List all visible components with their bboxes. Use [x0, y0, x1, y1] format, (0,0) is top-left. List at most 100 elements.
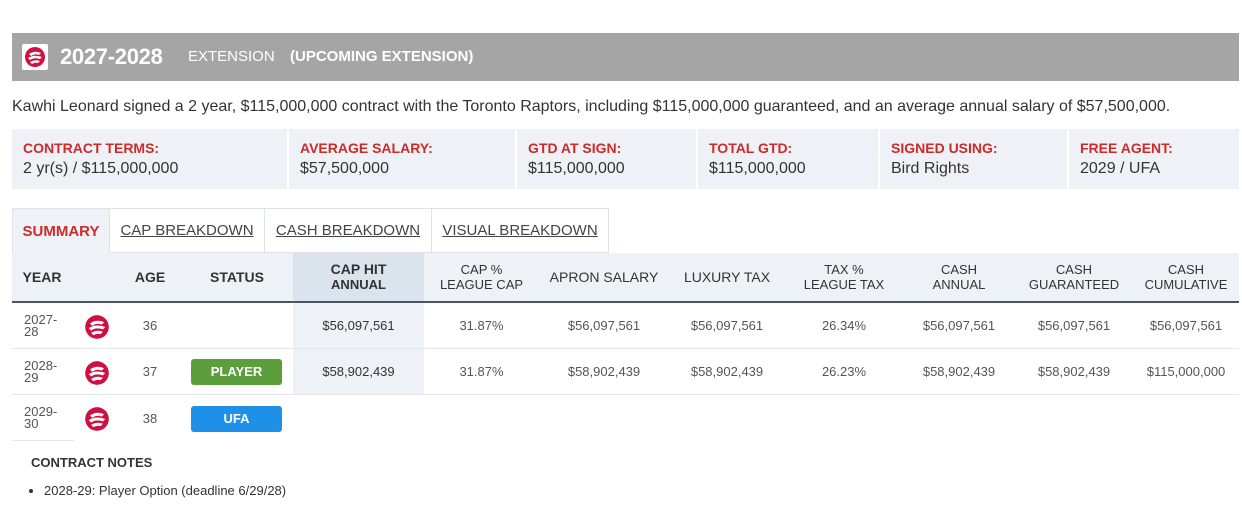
col-cap-hit-label: CAP HIT	[330, 261, 387, 277]
col-status-label: STATUS	[210, 268, 264, 285]
year-start: 2028-	[24, 357, 58, 373]
row-year: 2029- 30	[24, 395, 74, 440]
col-status: STATUS	[187, 253, 287, 301]
contract-note: (UPCOMING EXTENSION)	[290, 48, 474, 65]
term-signed-using: SIGNED USING: Bird Rights	[880, 129, 1069, 189]
year-end: 30	[24, 415, 39, 431]
year-end: 29	[24, 369, 39, 385]
row-cap-pct: 31.87%	[459, 318, 504, 333]
contract-header: 2027-2028 EXTENSION (UPCOMING EXTENSION)	[12, 33, 1239, 81]
breakdown-tabs: SUMMARY CAP BREAKDOWN CASH BREAKDOWN VIS…	[12, 208, 609, 253]
row-year: 2027- 28	[24, 303, 74, 348]
contract-note-item: 2028-29: Player Option (deadline 6/29/28…	[44, 483, 286, 498]
status-badge-ufa: UFA	[191, 405, 282, 432]
year-start: 2029-	[24, 403, 58, 419]
col-cap-pct-sub: LEAGUE CAP	[439, 277, 524, 292]
contract-notes-list: 2028-29: Player Option (deadline 6/29/28…	[30, 483, 286, 498]
row-luxury: $58,902,439	[690, 364, 764, 379]
term-value: $57,500,000	[300, 160, 389, 177]
term-average-salary: AVERAGE SALARY: $57,500,000	[289, 129, 517, 189]
col-tax-pct-label: TAX %	[824, 262, 864, 277]
year-end: 28	[24, 323, 39, 339]
col-age: AGE	[122, 253, 178, 301]
row-cash-cum: $115,000,000	[1146, 364, 1226, 379]
row-age: 37	[142, 364, 158, 379]
row-year: 2028- 29	[24, 349, 74, 394]
col-tax-pct-sub: LEAGUE TAX	[803, 277, 885, 292]
raptors-logo-icon	[85, 407, 109, 431]
term-label: GTD AT SIGN:	[528, 140, 622, 156]
term-label: FREE AGENT:	[1080, 140, 1173, 156]
term-value: 2029 / UFA	[1080, 160, 1161, 177]
row-tax-pct: 26.23%	[821, 364, 867, 379]
col-cash: CASH ANNUAL	[903, 253, 1015, 301]
contract-years: 2027-2028	[60, 44, 163, 69]
col-cash-label: CASH	[940, 262, 978, 277]
col-cap-pct: CAP % LEAGUE CAP	[424, 253, 539, 301]
col-apron-label: APRON SALARY	[549, 268, 659, 285]
contract-notes-title: CONTRACT NOTES	[31, 455, 153, 470]
row-age: 36	[142, 318, 158, 333]
contract-type: EXTENSION	[188, 48, 275, 65]
col-cash-gtd-sub: GUARANTEED	[1028, 277, 1120, 292]
col-apron: APRON SALARY	[539, 253, 669, 301]
term-value: 2 yr(s) / $115,000,000	[23, 160, 179, 177]
col-cap-hit-sub: ANNUAL	[331, 277, 386, 292]
term-total-gtd: TOTAL GTD: $115,000,000	[698, 129, 880, 189]
row-cap-pct: 31.87%	[459, 364, 504, 379]
col-year: YEAR	[12, 253, 72, 301]
row-cash-gtd: $56,097,561	[1037, 318, 1111, 333]
row-cash-cum: $56,097,561	[1149, 318, 1223, 333]
raptors-logo-icon	[85, 315, 109, 339]
term-gtd-at-sign: GTD AT SIGN: $115,000,000	[517, 129, 698, 189]
row-cash: $58,902,439	[922, 364, 996, 379]
col-cap-hit: CAP HIT ANNUAL	[293, 253, 424, 301]
row-cap-hit: $56,097,561	[293, 303, 424, 348]
term-value: $115,000,000	[709, 160, 806, 177]
table-row: 2028- 29 37 PLAYER $58,902,439 31.87% $58…	[12, 349, 1239, 395]
row-age: 38	[142, 411, 158, 426]
row-apron: $56,097,561	[567, 318, 641, 333]
term-free-agent: FREE AGENT: 2029 / UFA	[1069, 129, 1239, 189]
row-luxury: $56,097,561	[690, 318, 764, 333]
row-cash: $56,097,561	[922, 318, 996, 333]
tab-cash-breakdown[interactable]: CASH BREAKDOWN	[265, 208, 432, 253]
tab-cap-breakdown[interactable]: CAP BREAKDOWN	[110, 208, 265, 253]
status-badge-player: PLAYER	[191, 358, 282, 385]
col-cash-sub: ANNUAL	[932, 277, 986, 292]
contract-summary: Kawhi Leonard signed a 2 year, $115,000,…	[12, 98, 1171, 115]
col-cash-cum-sub: CUMULATIVE	[1144, 277, 1228, 292]
col-year-label: YEAR	[22, 268, 62, 285]
row-tax-pct: 26.34%	[821, 318, 867, 333]
row-apron: $58,902,439	[567, 364, 641, 379]
col-cash-cum: CASH CUMULATIVE	[1133, 253, 1239, 301]
row-status: PLAYER	[191, 349, 282, 394]
table-row: 2029- 30	[12, 395, 74, 441]
tab-summary[interactable]: SUMMARY	[12, 208, 110, 253]
col-cash-cum-label: CASH	[1167, 262, 1205, 277]
col-cash-gtd-label: CASH	[1055, 262, 1093, 277]
term-value: $115,000,000	[528, 160, 625, 177]
row-cap-hit: $58,902,439	[293, 349, 424, 394]
col-age-label: AGE	[134, 268, 166, 285]
raptors-logo-icon	[85, 361, 109, 385]
contract-terms-row: CONTRACT TERMS: 2 yr(s) / $115,000,000 A…	[12, 129, 1239, 189]
col-tax-pct: TAX % LEAGUE TAX	[785, 253, 903, 301]
term-label: AVERAGE SALARY:	[300, 140, 433, 156]
col-luxury-label: LUXURY TAX	[683, 268, 771, 285]
tab-visual-breakdown[interactable]: VISUAL BREAKDOWN	[432, 208, 609, 253]
row-cash-gtd: $58,902,439	[1037, 364, 1111, 379]
term-label: CONTRACT TERMS:	[23, 140, 160, 156]
row-status: UFA	[191, 396, 282, 441]
table-row: 2027- 28 36 $56,097,561 31.87% $56,097,56…	[12, 303, 1239, 349]
year-start: 2027-	[24, 311, 58, 327]
col-cap-pct-label: CAP %	[460, 262, 503, 277]
raptors-logo-icon	[22, 44, 48, 70]
col-cash-gtd: CASH GUARANTEED	[1015, 253, 1133, 301]
col-luxury: LUXURY TAX	[669, 253, 785, 301]
term-label: TOTAL GTD:	[709, 140, 793, 156]
table-header: YEAR AGE STATUS CAP HIT ANNUAL CAP % LEAGU…	[12, 253, 1239, 303]
term-label: SIGNED USING:	[891, 140, 998, 156]
term-value: Bird Rights	[891, 160, 970, 177]
term-contract-terms: CONTRACT TERMS: 2 yr(s) / $115,000,000	[12, 129, 289, 189]
